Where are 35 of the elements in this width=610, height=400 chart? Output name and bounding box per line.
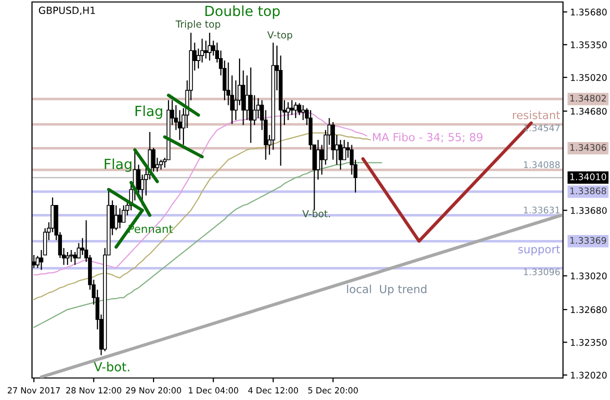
annotation: V-bot. (94, 362, 130, 372)
annotation: V-bot. (302, 210, 330, 218)
y-tick-label: 1.35020 (570, 74, 607, 81)
annotation: local Up trend (347, 284, 426, 296)
y-tick-label: 1.32020 (570, 372, 607, 379)
annotation: V-top (267, 31, 292, 40)
ref-line-label: 1.34010 (570, 173, 606, 180)
ref-line-label: 1.33096 (524, 268, 560, 276)
y-tick-label: 1.35350 (570, 41, 607, 48)
y-tick-label: 1.34680 (570, 108, 607, 115)
annotation: resistant (512, 110, 560, 120)
x-tick-label: 1 Dec 04:00 (188, 387, 238, 394)
ref-line-label: 1.34306 (570, 144, 606, 151)
x-tick-label: 28 Nov 12:00 (66, 387, 122, 394)
ref-line-label: 1.33631 (524, 206, 560, 214)
annotation: Triple top (176, 20, 220, 30)
y-tick-label: 1.33680 (570, 207, 607, 214)
annotation: Double top (205, 5, 280, 19)
x-tick-label: 4 Dec 12:00 (248, 387, 298, 394)
x-tick-label: 5 Dec 20:00 (308, 387, 358, 394)
chart-title: GBPUSD,H1 (38, 6, 95, 16)
annotation: MA Fibo - 34; 55; 89 (373, 132, 482, 142)
y-tick-label: 1.32680 (570, 306, 607, 314)
x-tick-label: 29 Nov 20:00 (126, 387, 182, 394)
y-tick-label: 1.32350 (570, 339, 607, 346)
annotation: support (518, 245, 560, 256)
ref-line-label: 1.34802 (570, 94, 606, 102)
y-tick-label: 1.33020 (570, 272, 607, 280)
ref-line-label: 1.34088 (524, 161, 560, 168)
annotation: Flag (136, 105, 162, 119)
x-tick-label: 27 Nov 2017 (8, 387, 60, 394)
y-tick-label: 1.35680 (570, 8, 607, 16)
annotation: Flag (104, 158, 132, 172)
ref-line-label: 1.33369 (570, 236, 606, 244)
ref-line-label: 1.33868 (570, 187, 606, 194)
